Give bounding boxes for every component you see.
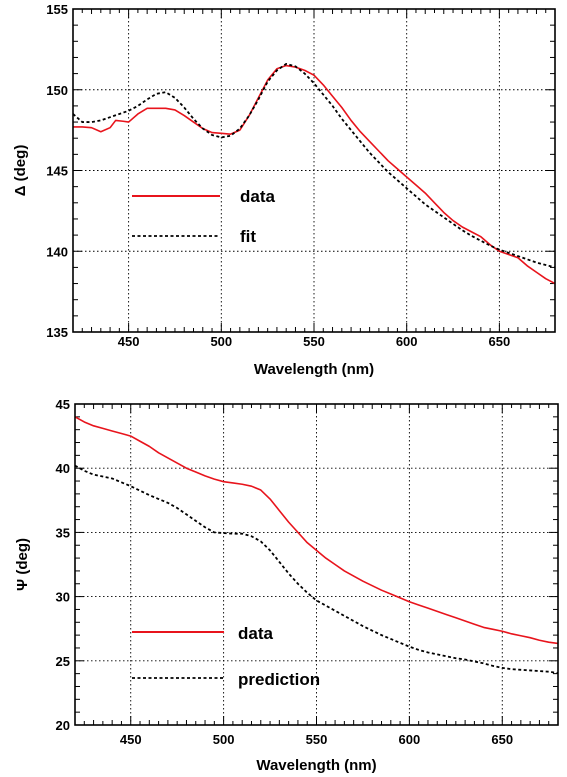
grid bbox=[73, 9, 555, 332]
x-tick-label: 500 bbox=[213, 732, 235, 747]
y-tick-label: 45 bbox=[56, 397, 70, 412]
series-line-fit bbox=[73, 63, 555, 269]
y-tick-label: 135 bbox=[46, 325, 68, 340]
plot-frame bbox=[74, 403, 559, 726]
legend-label-data: data bbox=[240, 187, 276, 206]
x-tick-label: 600 bbox=[399, 732, 421, 747]
x-tick-label: 650 bbox=[491, 732, 513, 747]
x-tick-label: 450 bbox=[120, 732, 142, 747]
x-axis-label: Wavelength (nm) bbox=[256, 757, 376, 774]
series-line-data bbox=[73, 64, 555, 285]
y-axis-label: Ψ (deg) bbox=[14, 538, 31, 591]
x-tick-label: 450 bbox=[118, 334, 140, 349]
y-axis-label: Δ (deg) bbox=[12, 145, 29, 197]
y-tick-label: 20 bbox=[56, 718, 70, 733]
y-tick-label: 140 bbox=[46, 244, 68, 259]
x-tick-label: 500 bbox=[210, 334, 232, 349]
y-tick-label: 150 bbox=[46, 83, 68, 98]
y-tick-label: 40 bbox=[56, 461, 70, 476]
x-tick-label: 550 bbox=[306, 732, 328, 747]
y-tick-label: 145 bbox=[46, 164, 68, 179]
x-tick-label: 550 bbox=[303, 334, 325, 349]
legend-label-prediction: prediction bbox=[238, 670, 320, 689]
series-line-prediction bbox=[75, 464, 558, 674]
y-tick-label: 155 bbox=[46, 2, 68, 17]
chart-panel-1: 450 500 550 600 650 135 140 145 150 155 Wavelength… bbox=[12, 2, 556, 378]
legend-label-fit: fit bbox=[240, 227, 256, 246]
y-tick-label: 30 bbox=[56, 590, 70, 605]
series-line-data bbox=[75, 416, 558, 645]
x-tick-label: 650 bbox=[489, 334, 511, 349]
chart-panel-2: 450 500 550 600 650 20 25 30 35 40 45 Wavelength (n… bbox=[14, 397, 559, 774]
x-axis-label: Wavelength (nm) bbox=[254, 361, 374, 378]
legend-label-data: data bbox=[238, 624, 274, 643]
x-tick-label: 600 bbox=[396, 334, 418, 349]
grid bbox=[75, 404, 558, 725]
y-tick-label: 35 bbox=[56, 525, 70, 540]
plot-frame bbox=[72, 8, 556, 333]
y-tick-label: 25 bbox=[56, 654, 70, 669]
